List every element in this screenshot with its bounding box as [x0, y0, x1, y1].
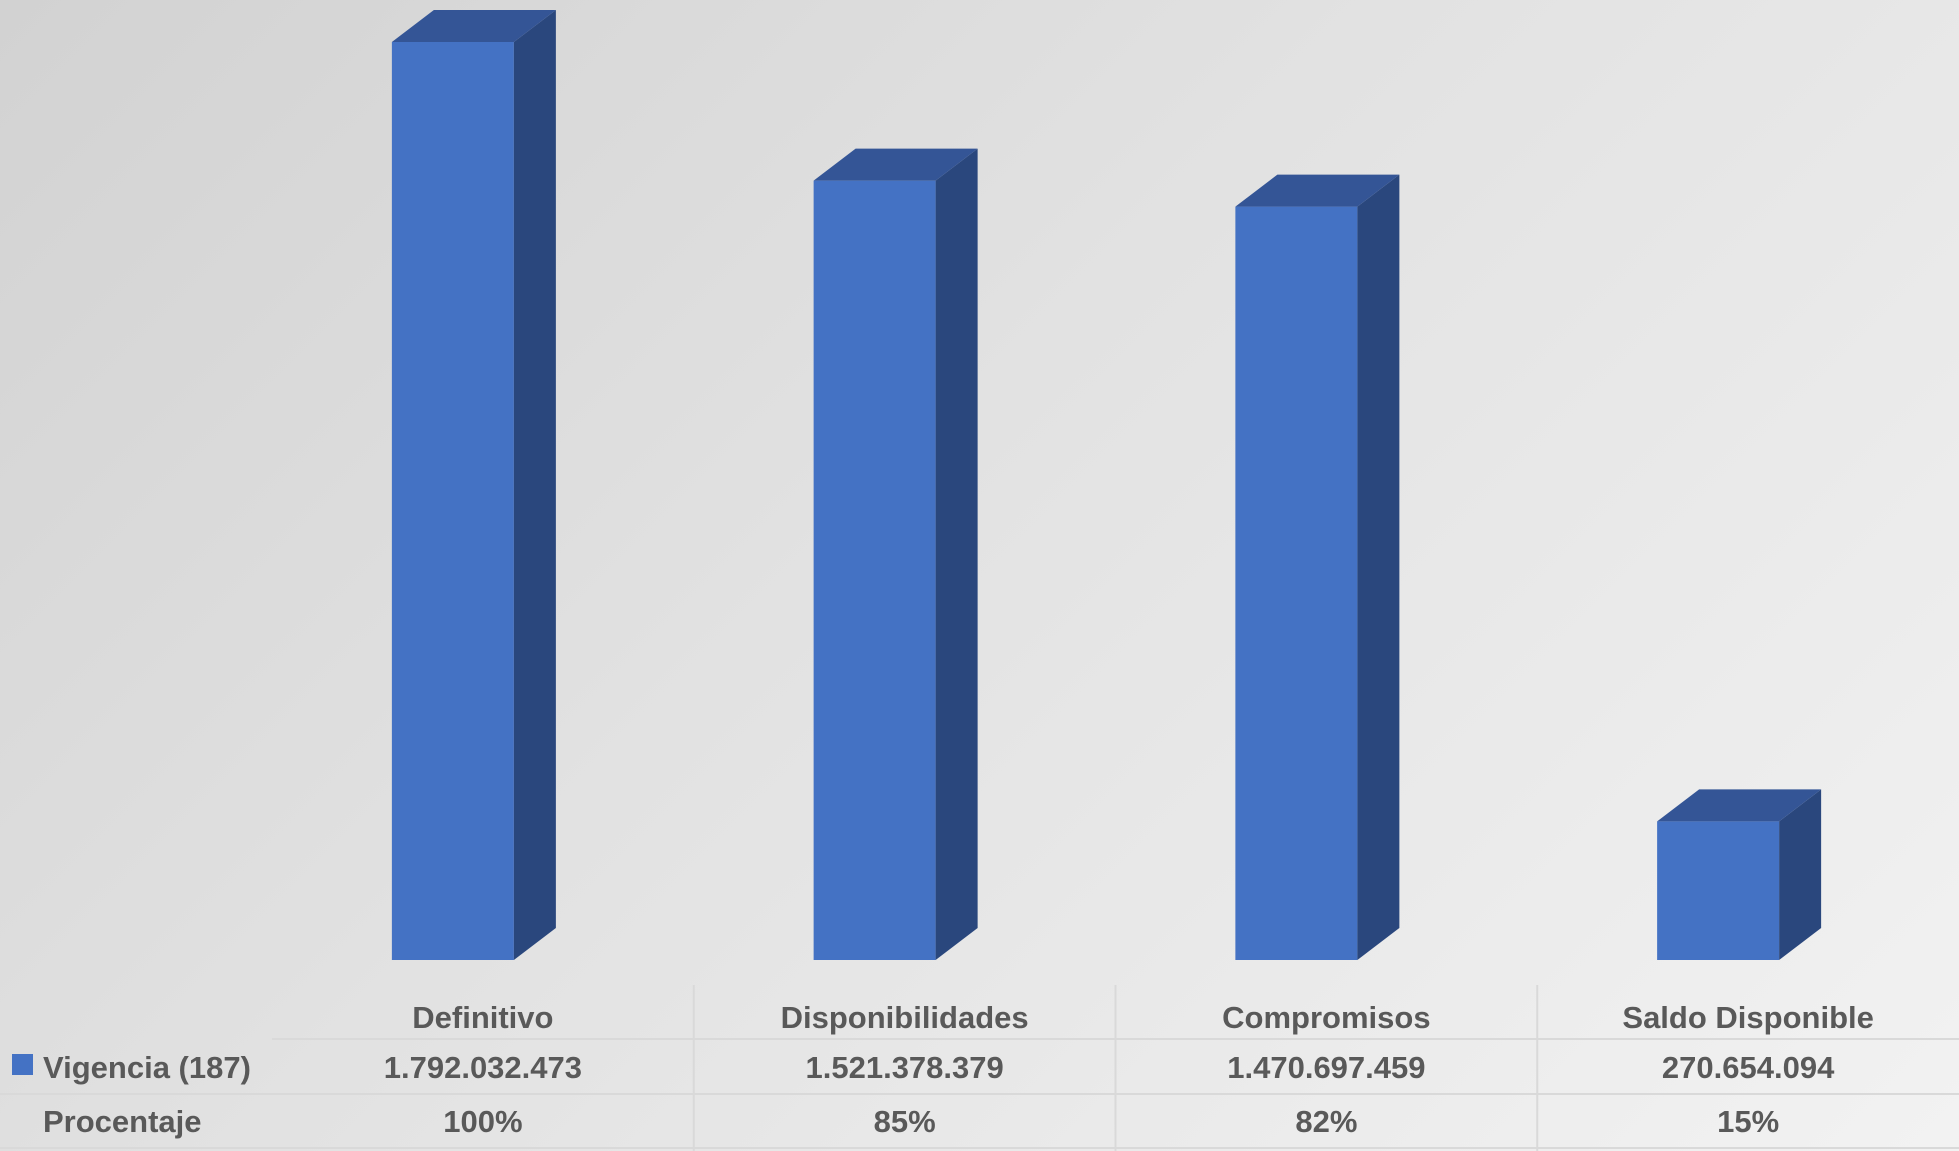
bar-front-face — [1657, 821, 1780, 960]
data-label: 82% — [1295, 1104, 1357, 1139]
bar-top-face — [1657, 789, 1822, 822]
data-table: Definitivo Disponibilidades Compromisos Sal… — [12, 1000, 1874, 1139]
data-label: 1.521.378.379 — [806, 1050, 1004, 1085]
row-label: Vigencia (187) — [43, 1050, 251, 1085]
bar-top-face — [391, 10, 556, 42]
bar-4 — [1657, 789, 1822, 960]
data-label: 270.654.094 — [1662, 1050, 1835, 1085]
bar-side-face — [935, 148, 978, 961]
bar-top-face — [813, 148, 978, 181]
bar-2 — [813, 148, 978, 961]
bar-1 — [391, 10, 556, 960]
bar-front-face — [391, 42, 514, 960]
bar-side-face — [1357, 174, 1400, 960]
data-label: 100% — [443, 1104, 522, 1139]
data-label: 1.470.697.459 — [1227, 1050, 1425, 1085]
bar-side-face — [513, 10, 556, 960]
bars-layer — [391, 10, 1822, 961]
category-label: Compromisos — [1222, 1000, 1430, 1035]
data-label: 1.792.032.473 — [384, 1050, 582, 1085]
row-label: Procentaje — [43, 1104, 202, 1139]
category-label: Definitivo — [412, 1000, 553, 1035]
bar-front-face — [1235, 206, 1358, 960]
category-label: Saldo Disponible — [1622, 1000, 1873, 1035]
data-label: 15% — [1717, 1104, 1779, 1139]
bar-side-face — [1779, 789, 1822, 960]
data-table-gridlines — [0, 985, 1959, 1151]
bar-front-face — [813, 180, 936, 961]
legend-key — [12, 1054, 33, 1075]
bar-top-face — [1235, 174, 1400, 207]
data-label: 85% — [874, 1104, 936, 1139]
category-label: Disponibilidades — [781, 1000, 1029, 1035]
bar-3 — [1235, 174, 1400, 960]
